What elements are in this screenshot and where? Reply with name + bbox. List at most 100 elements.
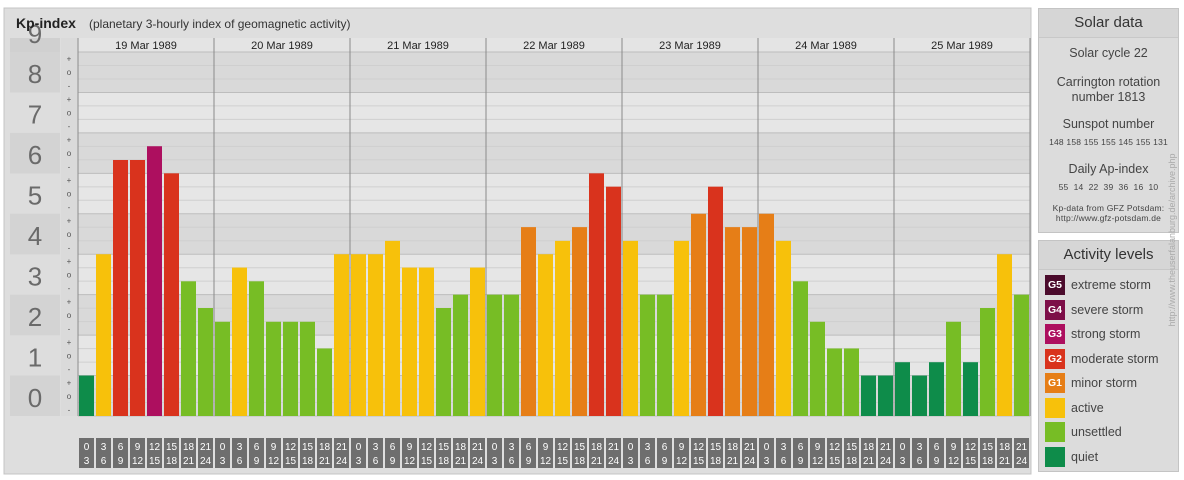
kp-bar[interactable] [861,375,876,416]
kp-bar[interactable] [742,227,757,416]
kp-bar[interactable] [351,254,366,416]
time-slot-cell [793,438,808,468]
kp-bar[interactable] [249,281,264,416]
legend-label: unsettled [1071,425,1122,439]
kp-bar[interactable] [538,254,553,416]
kp-bar[interactable] [623,240,638,416]
kp-bar[interactable] [810,321,825,416]
kp-bar[interactable] [181,281,196,416]
kp-bar[interactable] [334,254,349,416]
time-slot-start: 15 [302,442,314,453]
time-slot-end: 18 [166,456,178,467]
kp-bar[interactable] [453,294,468,416]
chart-subtitle: (planetary 3-hourly index of geomagnetic… [89,17,350,31]
kp-bar[interactable] [487,294,502,416]
kp-bar[interactable] [283,321,298,416]
kp-bar[interactable] [640,294,655,416]
sunspot-values: 148 158 155 155 145 155 131 [1049,137,1168,147]
time-slot-end: 6 [645,456,651,467]
kp-bar[interactable] [657,294,672,416]
kp-bar[interactable] [827,348,842,416]
time-slot-end: 15 [693,456,705,467]
kp-bar[interactable] [147,146,162,417]
y-tick-label: 0 [28,383,42,413]
time-slot-start: 0 [492,442,498,453]
time-slot-start: 21 [472,442,484,453]
kp-bar[interactable] [130,159,145,416]
time-slot-start: 3 [917,442,923,453]
kp-bar[interactable] [79,375,94,416]
kp-bar[interactable] [521,227,536,416]
time-slot-cell [980,438,995,468]
kp-bar[interactable] [946,321,961,416]
time-slot-end: 9 [662,456,668,467]
time-slot-end: 15 [285,456,297,467]
time-slot-start: 0 [900,442,906,453]
kp-bar[interactable] [572,227,587,416]
time-slot-start: 18 [863,442,875,453]
time-slot-end: 21 [455,456,467,467]
time-slot-end: 21 [183,456,195,467]
kp-bar[interactable] [691,213,706,416]
date-header-strip [78,38,1030,52]
kp-bar[interactable] [164,173,179,416]
kp-bar[interactable] [300,321,315,416]
kp-bar[interactable] [912,375,927,416]
kp-bar[interactable] [385,240,400,416]
kp-bar[interactable] [844,348,859,416]
time-slot-start: 12 [693,442,705,453]
kp-bar[interactable] [113,159,128,416]
kp-bar[interactable] [317,348,332,416]
kp-bar[interactable] [963,362,978,416]
day-label: 19 Mar 1989 [115,40,177,52]
kp-bar[interactable] [776,240,791,416]
sub-tick-mark: + [67,257,72,266]
time-slot-end: 9 [934,456,940,467]
kp-bar[interactable] [419,267,434,416]
sub-tick-mark: - [68,82,71,91]
kp-bar[interactable] [793,281,808,416]
kp-bar[interactable] [402,267,417,416]
kp-bar[interactable] [878,375,893,416]
kp-bar[interactable] [895,362,910,416]
kp-bar[interactable] [674,240,689,416]
kp-bar[interactable] [96,254,111,416]
time-slot-start: 3 [781,442,787,453]
solar-data-panel: Solar data Solar cycle 22 Carrington rot… [1038,8,1179,233]
kp-bar[interactable] [606,186,621,416]
kp-bar[interactable] [589,173,604,416]
time-slot-start: 12 [285,442,297,453]
carrington-number: number 1813 [1071,90,1146,104]
kp-bar[interactable] [555,240,570,416]
kp-bar[interactable] [980,308,995,416]
kp-bar[interactable] [708,186,723,416]
kp-bar[interactable] [436,308,451,416]
kp-bar[interactable] [725,227,740,416]
time-slot-start: 12 [421,442,433,453]
ap-index-values: 55 14 22 39 36 16 10 [1058,182,1159,192]
legend-swatch: G4 [1045,299,1065,320]
time-slot-start: 3 [101,442,107,453]
time-slot-cell [351,438,366,468]
kp-bar[interactable] [997,254,1012,416]
time-slot-cell [623,438,638,468]
kp-bar[interactable] [470,267,485,416]
kp-bar[interactable] [232,267,247,416]
kp-bar[interactable] [759,213,774,416]
kp-bar[interactable] [215,321,230,416]
kp-bar[interactable] [368,254,383,416]
time-slot-end: 21 [999,456,1011,467]
kp-bar[interactable] [504,294,519,416]
data-source-url[interactable]: http://www.gfz-potsdam.de [1055,213,1162,223]
time-slot-cell [96,438,111,468]
time-slot-start: 0 [356,442,362,453]
kp-band [78,52,1030,93]
time-slot-end: 18 [302,456,314,467]
kp-bar[interactable] [929,362,944,416]
kp-bar[interactable] [198,308,213,416]
time-slot-start: 12 [829,442,841,453]
time-slot-end: 12 [540,456,552,467]
kp-bar[interactable] [1014,294,1029,416]
kp-bar[interactable] [266,321,281,416]
time-slot-end: 9 [798,456,804,467]
